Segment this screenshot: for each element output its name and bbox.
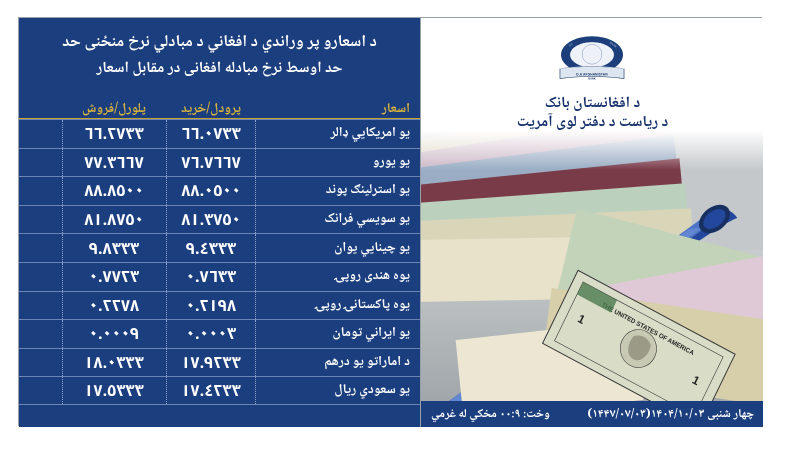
svg-text:BANK: BANK <box>588 77 596 81</box>
svg-text:D.A AFGHANISTAN: D.A AFGHANISTAN <box>576 72 608 76</box>
